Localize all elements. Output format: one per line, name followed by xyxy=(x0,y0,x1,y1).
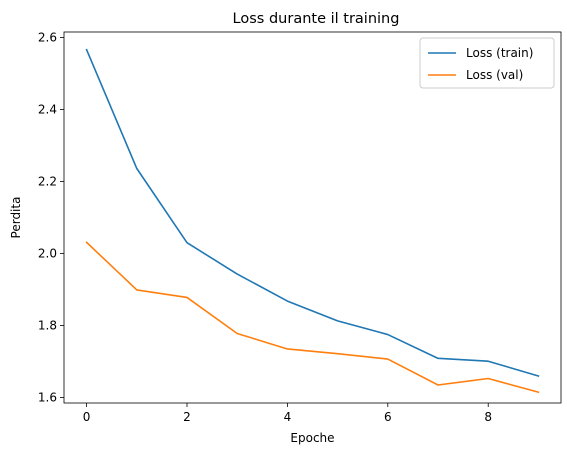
y-axis-label: Perdita xyxy=(9,197,23,239)
axes-frame xyxy=(63,31,562,404)
x-tick-label: 6 xyxy=(384,410,392,424)
x-tick-label: 4 xyxy=(284,410,292,424)
y-tick-label: 2.0 xyxy=(38,247,57,261)
legend: Loss (train) Loss (val) xyxy=(419,37,555,89)
y-axis: 1.6 1.8 2.0 2.2 2.4 2.6 xyxy=(38,30,64,405)
legend-label: Loss (train) xyxy=(466,46,533,60)
series-line-val xyxy=(85,241,540,394)
y-tick-label: 1.6 xyxy=(38,391,57,405)
x-axis: 0 2 4 6 8 xyxy=(83,403,492,424)
legend-label: Loss (val) xyxy=(466,68,523,82)
y-tick-label: 1.8 xyxy=(38,319,57,333)
series-line-train xyxy=(85,48,540,377)
y-tick-label: 2.2 xyxy=(38,174,57,188)
y-tick-label: 2.6 xyxy=(38,30,57,44)
series-group xyxy=(85,48,540,394)
x-tick-label: 2 xyxy=(183,410,191,424)
x-tick-label: 8 xyxy=(484,410,492,424)
chart-title: Loss durante il training xyxy=(233,11,400,27)
x-axis-label: Epoche xyxy=(290,431,334,445)
x-tick-label: 0 xyxy=(83,410,91,424)
y-tick-label: 2.4 xyxy=(38,102,57,116)
